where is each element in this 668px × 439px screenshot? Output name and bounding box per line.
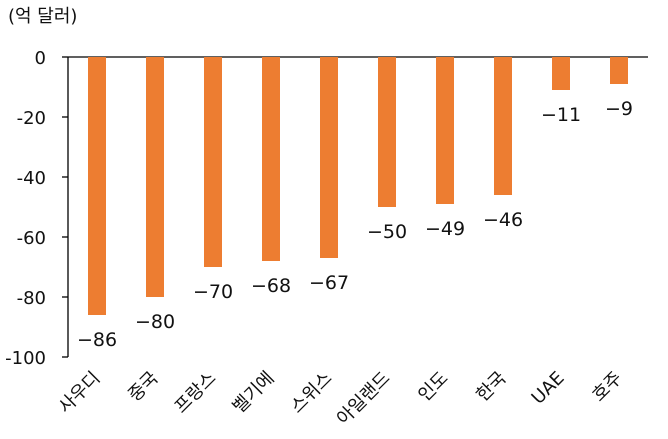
x-tick-label-한국: 한국 <box>472 368 510 406</box>
data-label-한국: −46 <box>483 209 523 231</box>
data-label-스위스: −67 <box>309 272 349 294</box>
data-label-호주: −9 <box>605 98 633 120</box>
bar-호주 <box>610 57 628 84</box>
x-tick-label-인도: 인도 <box>414 368 452 406</box>
bar-벨기에 <box>262 57 280 261</box>
data-label-인도: −49 <box>425 218 465 240</box>
bar-프랑스 <box>204 57 222 267</box>
bar-스위스 <box>320 57 338 258</box>
bar-사우디 <box>88 57 106 315</box>
data-label-벨기에: −68 <box>251 275 291 297</box>
data-label-사우디: −86 <box>77 329 117 351</box>
x-tick-label-UAE: UAE <box>528 368 569 409</box>
x-tick-label-호주: 호주 <box>588 368 626 406</box>
x-tick-label-스위스: 스위스 <box>287 368 337 418</box>
y-tick-label: -80 <box>17 288 46 309</box>
unit-label: (억 달러) <box>8 6 77 27</box>
x-tick-label-중국: 중국 <box>124 368 162 406</box>
x-tick-label-사우디: 사우디 <box>55 368 105 418</box>
y-tick-label: -100 <box>5 348 46 369</box>
bar-인도 <box>436 57 454 204</box>
bar-한국 <box>494 57 512 195</box>
y-tick-label: -60 <box>17 228 46 249</box>
y-axis: 0 -20 -40 -60 -80 -100 <box>5 48 648 369</box>
data-label-프랑스: −70 <box>193 281 233 303</box>
data-label-중국: −80 <box>135 311 175 333</box>
x-tick-label-프랑스: 프랑스 <box>171 368 221 418</box>
bars <box>88 57 628 315</box>
data-labels: −86 −80 −70 −68 −67 −50 −49 −46 −11 −9 <box>77 98 633 351</box>
data-label-아일랜드: −50 <box>367 221 407 243</box>
bar-중국 <box>146 57 164 297</box>
bar-아일랜드 <box>378 57 396 207</box>
y-tick-label: 0 <box>35 48 46 69</box>
x-tick-label-벨기에: 벨기에 <box>229 368 279 418</box>
x-tick-label-아일랜드: 아일랜드 <box>333 368 395 430</box>
data-label-UAE: −11 <box>541 104 581 126</box>
bar-UAE <box>552 57 570 90</box>
y-tick-label: -20 <box>17 108 46 129</box>
y-tick-label: -40 <box>17 168 46 189</box>
